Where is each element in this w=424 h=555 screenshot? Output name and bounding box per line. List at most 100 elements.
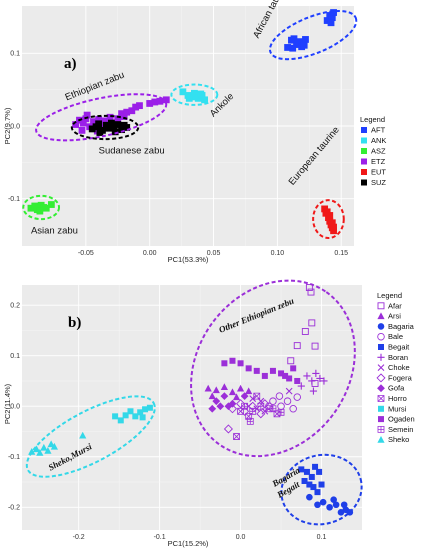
data-point-aft xyxy=(327,19,335,27)
legend-key-gofa xyxy=(377,384,385,393)
data-point-ogaden xyxy=(253,367,260,374)
cluster-ellipse-ank xyxy=(170,83,219,106)
legend-key-arsi xyxy=(377,312,385,320)
legend-title: Legend xyxy=(360,115,385,124)
legend-key-mursi xyxy=(378,405,384,412)
data-point-suz xyxy=(110,124,118,131)
legend-label: Horro xyxy=(388,394,407,403)
data-point-etz xyxy=(101,117,109,125)
data-point-afar xyxy=(311,342,319,350)
legend-item-sheko: Sheko xyxy=(377,435,409,444)
legend-item-boran: Boran xyxy=(377,353,408,362)
series-semein xyxy=(241,402,285,425)
legend-key-aft xyxy=(361,127,367,133)
legend-key-bagaria xyxy=(377,323,385,330)
data-point-etz xyxy=(132,103,140,111)
data-point-aft xyxy=(323,17,331,24)
data-point-asz xyxy=(47,201,55,208)
legend-item-aft: AFT xyxy=(361,126,386,135)
data-point-fogera xyxy=(260,399,270,409)
data-point-arsi xyxy=(212,386,220,394)
data-point-ogaden xyxy=(286,375,293,382)
data-point-bale xyxy=(269,397,277,405)
data-point-sheko xyxy=(50,442,58,450)
group-annotation-asian-zabu: Asian zabu xyxy=(31,226,78,237)
legend-label: Boran xyxy=(388,353,408,362)
data-point-boran xyxy=(316,374,324,383)
data-point-aft xyxy=(300,41,308,49)
data-point-arsi xyxy=(220,383,228,391)
series-asz xyxy=(27,201,55,215)
legend-label: ETZ xyxy=(371,157,386,166)
data-point-eut xyxy=(330,227,337,235)
legend-key-bale xyxy=(377,332,385,341)
data-point-gofa xyxy=(224,402,233,411)
data-point-suz xyxy=(107,119,115,127)
data-point-bale xyxy=(293,393,301,401)
legend-item-bagaria: Bagaria xyxy=(377,322,415,331)
data-point-arsi xyxy=(204,384,212,392)
legend-label: Arsi xyxy=(388,312,401,321)
data-point-suz xyxy=(96,129,104,136)
data-point-asz xyxy=(31,202,39,210)
data-point-begait xyxy=(314,489,321,496)
data-point-semein xyxy=(277,408,285,416)
series-boran xyxy=(297,369,328,395)
data-point-afar xyxy=(305,284,313,291)
x-tick-label: 0.1 xyxy=(317,534,327,541)
legend-key-sheko xyxy=(377,435,385,443)
data-point-mursi xyxy=(132,413,139,420)
legend-label: SUZ xyxy=(371,178,386,187)
legend-item-gofa: Gofa xyxy=(377,384,405,393)
data-point-etz xyxy=(151,98,159,106)
data-point-semein xyxy=(257,402,265,410)
legend-label: Semein xyxy=(388,425,413,434)
data-point-mursi xyxy=(137,409,144,416)
data-point-sheko xyxy=(40,443,48,451)
y-axis-title: PC2(9.7%) xyxy=(3,107,12,144)
data-point-fogera xyxy=(236,399,246,409)
data-point-ogaden xyxy=(229,357,236,364)
x-tick-label: 0.0 xyxy=(236,534,246,541)
legend-key-horro xyxy=(377,395,385,402)
legend-item-choke: Choke xyxy=(377,363,410,372)
data-point-arsi xyxy=(236,384,245,392)
data-point-begait xyxy=(298,466,305,473)
data-point-etz xyxy=(72,121,80,128)
legend-item-suz: SUZ xyxy=(361,178,386,187)
data-point-boran xyxy=(308,377,316,385)
data-point-begait xyxy=(303,468,310,475)
data-point-bagaria xyxy=(340,501,348,509)
legend-key-begait xyxy=(378,344,384,350)
data-point-bale xyxy=(283,397,292,405)
data-point-sheko xyxy=(44,446,52,454)
y-tick-label: 0.0 xyxy=(10,404,20,411)
data-point-afar xyxy=(293,342,301,350)
data-point-eut xyxy=(323,208,331,216)
data-point-aft xyxy=(296,38,304,46)
legend-key-suz xyxy=(361,179,367,186)
legend-label: Gofa xyxy=(388,384,405,393)
data-point-suz xyxy=(123,124,131,131)
data-point-etz xyxy=(123,108,131,116)
data-point-bagaria xyxy=(337,509,345,516)
data-point-afar xyxy=(307,288,315,296)
data-point-aft xyxy=(330,9,337,16)
data-point-aft xyxy=(293,41,300,48)
series-sheko xyxy=(28,431,87,456)
legend-key-choke xyxy=(377,364,385,371)
data-point-etz xyxy=(114,115,122,123)
group-annotation-sudanese-zabu: Sudanese zabu xyxy=(99,146,165,157)
data-point-suz xyxy=(111,128,119,136)
data-point-etz xyxy=(162,96,170,104)
data-point-ank xyxy=(194,94,202,102)
data-point-eut xyxy=(326,212,334,219)
legend-item-horro: Horro xyxy=(377,394,407,403)
data-point-semein xyxy=(249,407,257,415)
legend-item-asz: ASZ xyxy=(361,147,386,156)
legend-label: ASZ xyxy=(371,147,386,156)
cluster-ellipse-other-ethiopian-zebu xyxy=(190,279,356,458)
data-point-mursi xyxy=(139,414,146,421)
